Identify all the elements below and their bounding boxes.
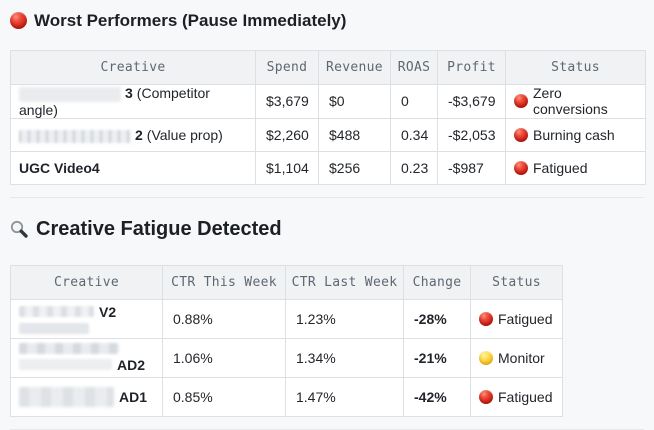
col-header-change: Change (403, 264, 471, 300)
col-header-status: Status (505, 50, 646, 85)
status-label: Burning cash (533, 126, 615, 143)
worst-performers-table: Creative Spend Revenue ROAS Profit Statu… (10, 50, 646, 185)
worst-performers-heading: Worst Performers (Pause Immediately) (10, 10, 644, 31)
fatigue-table-header-row: Creative CTR This Week CTR Last Week Cha… (10, 264, 563, 300)
cell-creative: 2 (Value prop) (10, 117, 256, 152)
redacted-text (19, 129, 131, 143)
status-red-icon (514, 127, 528, 142)
creative-suffix: AD2 (117, 356, 146, 373)
col-header-roas: ROAS (390, 50, 438, 85)
creative-suffix: 3 (125, 85, 133, 101)
cell-creative: V2 (10, 298, 163, 339)
col-header-status: Status (470, 264, 563, 300)
cell-revenue: $488 (318, 117, 391, 152)
cell-ctr-last-week: 1.47% (285, 376, 404, 417)
cell-status: Fatigued (470, 298, 563, 339)
status-red-icon (479, 389, 493, 404)
cell-revenue: $0 (318, 84, 391, 119)
status-label: Zero conversions (533, 85, 608, 118)
col-header-ctr-last-week: CTR Last Week (285, 264, 404, 300)
redacted-text (19, 322, 89, 334)
cell-status: Fatigued (505, 150, 646, 185)
table-row: 3 (Competitor angle) $3,679 $0 0 -$3,679 … (10, 84, 646, 119)
worst-table-header-row: Creative Spend Revenue ROAS Profit Statu… (10, 50, 646, 85)
creative-note: (Value prop) (146, 126, 223, 143)
redacted-text (19, 306, 94, 318)
status-label: Fatigued (498, 388, 553, 405)
redacted-text (19, 342, 119, 354)
redacted-text (19, 359, 112, 371)
table-row: AD1 0.85% 1.47% -42% Fatigued (10, 376, 563, 417)
col-header-creative: Creative (10, 264, 163, 300)
redacted-text (19, 86, 121, 102)
status-label: Monitor (498, 349, 545, 366)
creative-fatigue-heading: Creative Fatigue Detected (10, 217, 644, 241)
cell-spend: $3,679 (255, 84, 319, 119)
cell-status: Fatigued (470, 376, 563, 417)
col-header-creative: Creative (10, 50, 256, 85)
cell-ctr-this-week: 1.06% (162, 337, 286, 378)
table-row: AD2 1.06% 1.34% -21% Monitor (10, 337, 563, 378)
cell-spend: $1,104 (255, 150, 319, 185)
status-red-icon (514, 94, 528, 109)
cell-status: Zero conversions (505, 84, 646, 119)
table-row: 2 (Value prop) $2,260 $488 0.34 -$2,053 B… (10, 117, 646, 152)
worst-performers-heading-text: Worst Performers (Pause Immediately) (34, 11, 347, 30)
cell-status: Burning cash (505, 117, 646, 152)
section-divider (10, 196, 644, 198)
col-header-ctr-this-week: CTR This Week (162, 264, 286, 300)
creative-suffix: V2 (99, 303, 117, 320)
creative-suffix: AD1 (119, 388, 148, 405)
cell-change: -42% (403, 376, 471, 417)
cell-creative: AD1 (10, 376, 163, 417)
cell-ctr-this-week: 0.85% (162, 376, 286, 417)
red-circle-icon (10, 12, 27, 29)
creative-fatigue-heading-text: Creative Fatigue Detected (36, 217, 282, 240)
col-header-profit: Profit (437, 50, 506, 85)
cell-profit: -$3,679 (437, 84, 506, 119)
cell-ctr-this-week: 0.88% (162, 298, 286, 339)
cell-roas: 0 (390, 84, 438, 119)
col-header-spend: Spend (255, 50, 319, 85)
cell-profit: -$987 (437, 150, 506, 185)
creative-fatigue-table: Creative CTR This Week CTR Last Week Cha… (10, 264, 563, 417)
redacted-text (19, 386, 114, 407)
status-yellow-icon (479, 350, 493, 365)
status-red-icon (479, 311, 493, 326)
creative-name: UGC Video4 (19, 159, 100, 176)
cell-change: -28% (403, 298, 471, 339)
status-label: Fatigued (498, 310, 553, 327)
status-label: Fatigued (533, 159, 588, 176)
cell-creative: 3 (Competitor angle) (10, 84, 256, 119)
cell-roas: 0.23 (390, 150, 438, 185)
cell-change: -21% (403, 337, 471, 378)
cell-revenue: $256 (318, 150, 391, 185)
cell-status: Monitor (470, 337, 563, 378)
cell-ctr-last-week: 1.23% (285, 298, 404, 339)
table-row: V2 0.88% 1.23% -28% Fatigued (10, 298, 563, 339)
col-header-revenue: Revenue (318, 50, 391, 85)
cell-profit: -$2,053 (437, 117, 506, 152)
creative-note: (Competitor angle) (19, 85, 210, 118)
magnifying-glass-icon (10, 220, 28, 238)
cell-creative: AD2 (10, 337, 163, 378)
table-row: UGC Video4 $1,104 $256 0.23 -$987 Fatigu… (10, 150, 646, 185)
cell-spend: $2,260 (255, 117, 319, 152)
cell-roas: 0.34 (390, 117, 438, 152)
status-red-icon (514, 160, 528, 175)
creative-suffix: 2 (135, 126, 143, 143)
cell-creative: UGC Video4 (10, 150, 256, 185)
cell-ctr-last-week: 1.34% (285, 337, 404, 378)
